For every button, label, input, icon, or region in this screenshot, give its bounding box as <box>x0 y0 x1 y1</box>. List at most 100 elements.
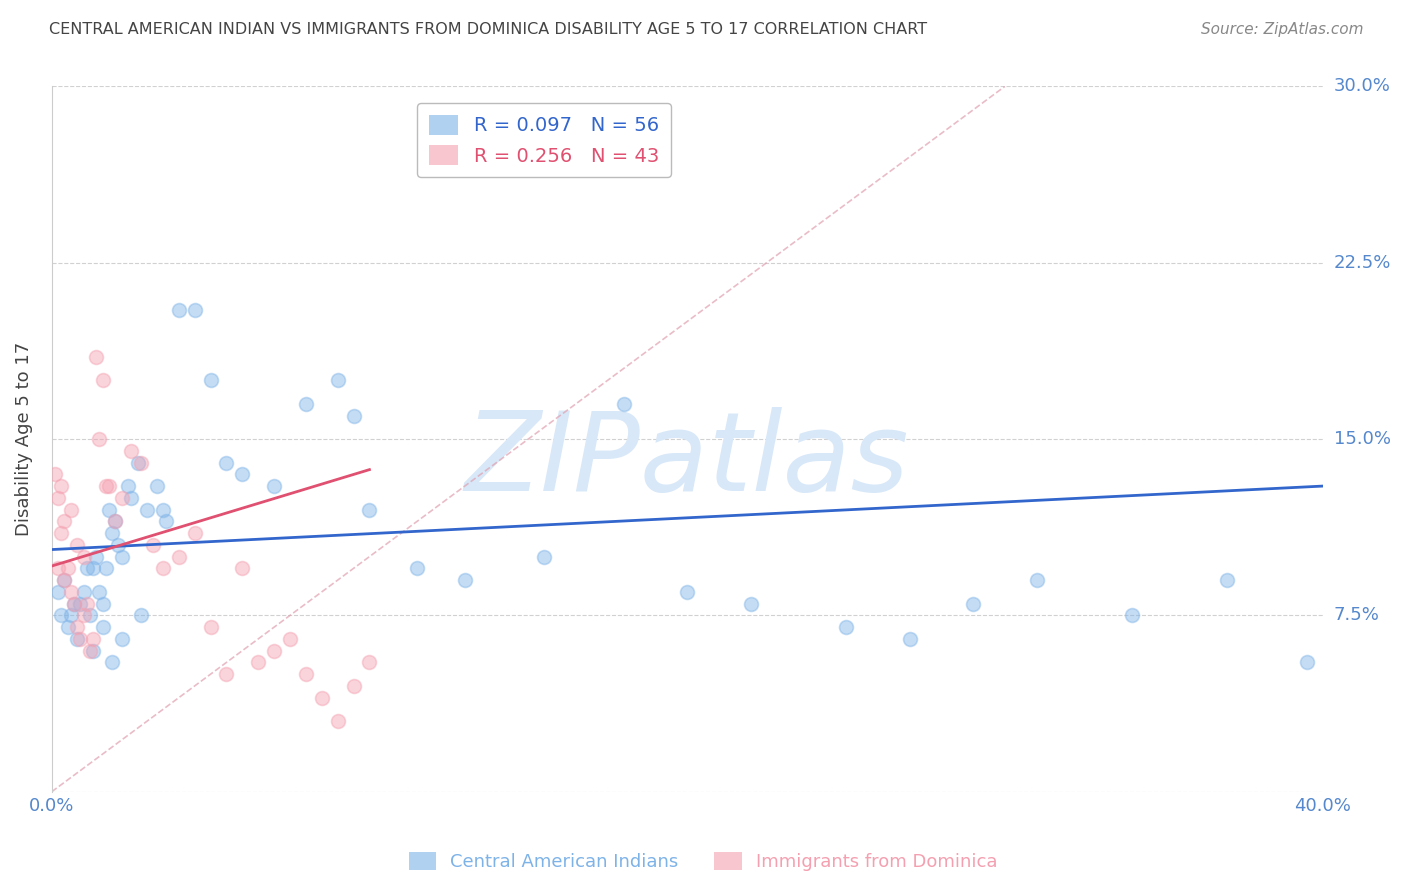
Point <box>454 573 477 587</box>
Point <box>127 456 149 470</box>
Legend: R = 0.097   N = 56, R = 0.256   N = 43: R = 0.097 N = 56, R = 0.256 N = 43 <box>418 103 671 178</box>
Point <box>97 502 120 516</box>
Text: 22.5%: 22.5% <box>1334 253 1391 272</box>
Point <box>167 302 190 317</box>
Text: ZIPatlas: ZIPatlas <box>465 407 910 514</box>
Point <box>101 526 124 541</box>
Point <box>69 632 91 646</box>
Point <box>263 643 285 657</box>
Point <box>200 373 222 387</box>
Point <box>1295 656 1317 670</box>
Point <box>962 597 984 611</box>
Point <box>183 302 205 317</box>
Point <box>101 656 124 670</box>
Point <box>152 502 174 516</box>
Point <box>51 479 73 493</box>
Point <box>97 479 120 493</box>
Point <box>613 397 636 411</box>
Point <box>53 573 76 587</box>
Point <box>1216 573 1239 587</box>
Point <box>72 608 94 623</box>
Point <box>66 620 89 634</box>
Point <box>51 608 73 623</box>
Point <box>326 714 349 728</box>
Point <box>79 643 101 657</box>
Point <box>91 597 114 611</box>
Point <box>167 549 190 564</box>
Point <box>82 632 104 646</box>
Point <box>66 538 89 552</box>
Point <box>342 409 364 423</box>
Point <box>89 432 111 446</box>
Y-axis label: Disability Age 5 to 17: Disability Age 5 to 17 <box>15 342 32 536</box>
Point <box>59 585 82 599</box>
Point <box>117 479 139 493</box>
Point <box>326 373 349 387</box>
Point <box>215 667 238 681</box>
Point <box>76 597 98 611</box>
Text: Source: ZipAtlas.com: Source: ZipAtlas.com <box>1201 22 1364 37</box>
Point <box>263 479 285 493</box>
Point <box>183 526 205 541</box>
Point <box>295 667 318 681</box>
Point <box>898 632 921 646</box>
Text: 30.0%: 30.0% <box>1334 78 1391 95</box>
Point <box>89 585 111 599</box>
Point <box>111 549 134 564</box>
Point <box>104 514 127 528</box>
Point <box>76 561 98 575</box>
Point <box>1025 573 1047 587</box>
Point <box>84 549 107 564</box>
Point <box>152 561 174 575</box>
Point <box>676 585 699 599</box>
Point <box>44 467 66 482</box>
Point <box>740 597 762 611</box>
Point <box>72 585 94 599</box>
Point <box>215 456 238 470</box>
Point <box>129 608 152 623</box>
Point <box>278 632 301 646</box>
Point <box>129 456 152 470</box>
Point <box>142 538 165 552</box>
Point <box>111 491 134 505</box>
Point <box>155 514 177 528</box>
Point <box>200 620 222 634</box>
Point <box>56 561 79 575</box>
Point <box>104 514 127 528</box>
Point <box>69 597 91 611</box>
Point <box>231 467 253 482</box>
Point <box>359 502 381 516</box>
Point <box>342 679 364 693</box>
Point <box>46 561 69 575</box>
Point <box>53 514 76 528</box>
Point <box>53 573 76 587</box>
Point <box>359 656 381 670</box>
Point <box>56 620 79 634</box>
Point <box>406 561 429 575</box>
Point <box>311 690 333 705</box>
Point <box>295 397 318 411</box>
Point <box>84 350 107 364</box>
Point <box>72 549 94 564</box>
Text: 15.0%: 15.0% <box>1334 430 1391 448</box>
Point <box>63 597 86 611</box>
Point <box>82 643 104 657</box>
Text: 7.5%: 7.5% <box>1334 607 1379 624</box>
Point <box>1121 608 1143 623</box>
Text: CENTRAL AMERICAN INDIAN VS IMMIGRANTS FROM DOMINICA DISABILITY AGE 5 TO 17 CORRE: CENTRAL AMERICAN INDIAN VS IMMIGRANTS FR… <box>49 22 928 37</box>
Point <box>51 526 73 541</box>
Point <box>63 597 86 611</box>
Point <box>94 561 117 575</box>
Point <box>91 373 114 387</box>
Point <box>835 620 858 634</box>
Legend: Central American Indians, Immigrants from Dominica: Central American Indians, Immigrants fro… <box>401 845 1005 879</box>
Point <box>59 502 82 516</box>
Point <box>46 585 69 599</box>
Point <box>231 561 253 575</box>
Point <box>66 632 89 646</box>
Point <box>107 538 129 552</box>
Point <box>94 479 117 493</box>
Point <box>120 491 142 505</box>
Point <box>533 549 555 564</box>
Point <box>79 608 101 623</box>
